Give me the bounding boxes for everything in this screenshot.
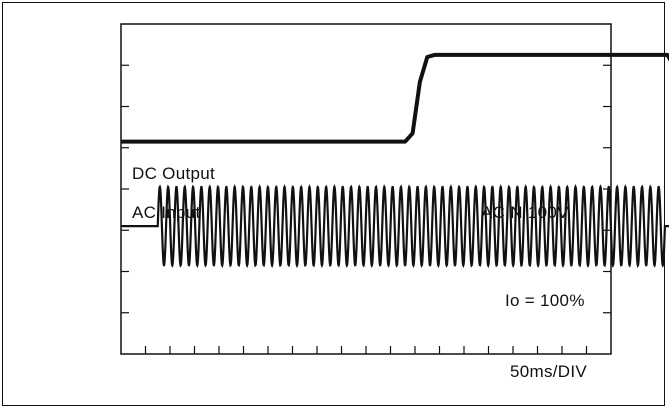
dc-output-trace (121, 52, 669, 144)
traces (121, 52, 669, 269)
graticule-ticks (121, 64, 611, 354)
dc-output-label: DC Output (132, 164, 216, 183)
load-current-annotation: Io = 100% (505, 291, 585, 310)
ac-input-label: AC Input (132, 203, 201, 222)
time-scale-label: 50ms/DIV (510, 362, 588, 381)
oscilloscope-frame (2, 2, 665, 406)
ac-input-trace (121, 184, 669, 269)
acin-voltage-annotation: ACIN 100V (481, 203, 569, 222)
